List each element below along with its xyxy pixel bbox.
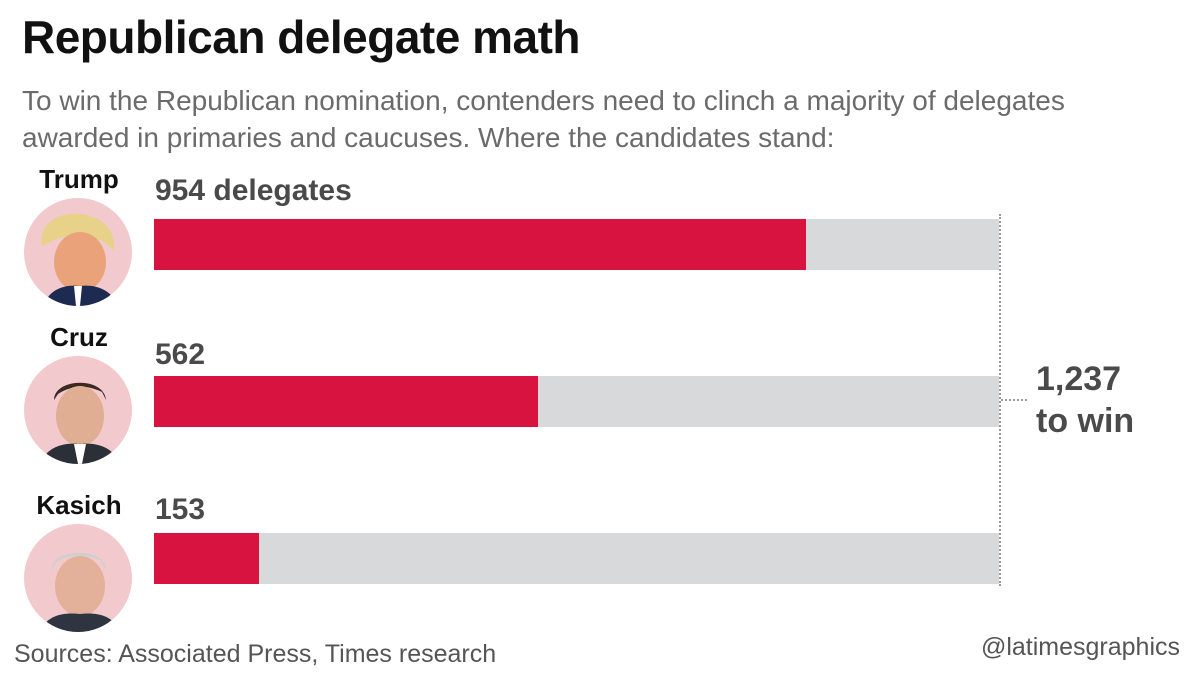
threshold-connector xyxy=(1001,399,1027,401)
threshold-line xyxy=(999,214,1001,586)
chart-title: Republican delegate math xyxy=(22,11,581,63)
bar-kasich xyxy=(154,533,259,584)
bar-track-kasich xyxy=(154,533,999,584)
threshold-caption: to win xyxy=(1036,402,1135,440)
bar-trump xyxy=(154,219,806,270)
value-label-kasich: 153 xyxy=(155,493,206,526)
candidate-photo-cruz xyxy=(24,356,132,464)
candidate-name-trump: Trump xyxy=(39,164,119,194)
credit-handle: @latimesgraphics xyxy=(980,633,1180,661)
candidate-name-cruz: Cruz xyxy=(50,322,108,352)
threshold-label: 1,237 to win xyxy=(1036,358,1134,442)
bar-track-trump xyxy=(154,219,999,270)
candidate-photo-kasich xyxy=(24,524,132,632)
source-note: Sources: Associated Press, Times researc… xyxy=(14,640,497,668)
candidate-photo-trump xyxy=(24,198,132,306)
value-label-trump: 954 delegates xyxy=(155,174,352,207)
bar-track-cruz xyxy=(154,376,999,427)
threshold-value: 1,237 xyxy=(1036,360,1122,398)
bar-cruz xyxy=(154,376,538,427)
value-label-cruz: 562 xyxy=(155,338,206,371)
candidate-name-kasich: Kasich xyxy=(36,490,122,520)
chart-subtitle: To win the Republican nomination, conten… xyxy=(22,85,1065,153)
